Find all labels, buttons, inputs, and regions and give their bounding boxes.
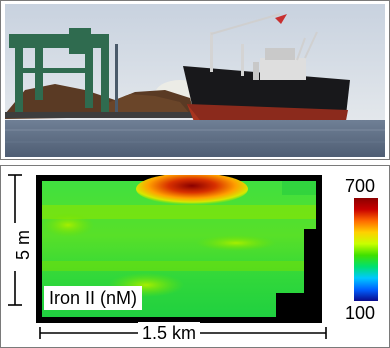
iron-heatmap [36,175,322,323]
port-photo [5,4,385,157]
colorbar [354,198,378,301]
heatmap-label: Iron II (nM) [44,286,143,310]
colorbar-max-label: 700 [345,176,376,196]
scale-bars [4,174,327,339]
colorbar-min-label: 100 [345,303,376,323]
vertical-scale-label: 5 m [13,230,33,261]
photo-panel [0,0,390,160]
horizontal-scale-label: 1.5 km [138,322,201,344]
